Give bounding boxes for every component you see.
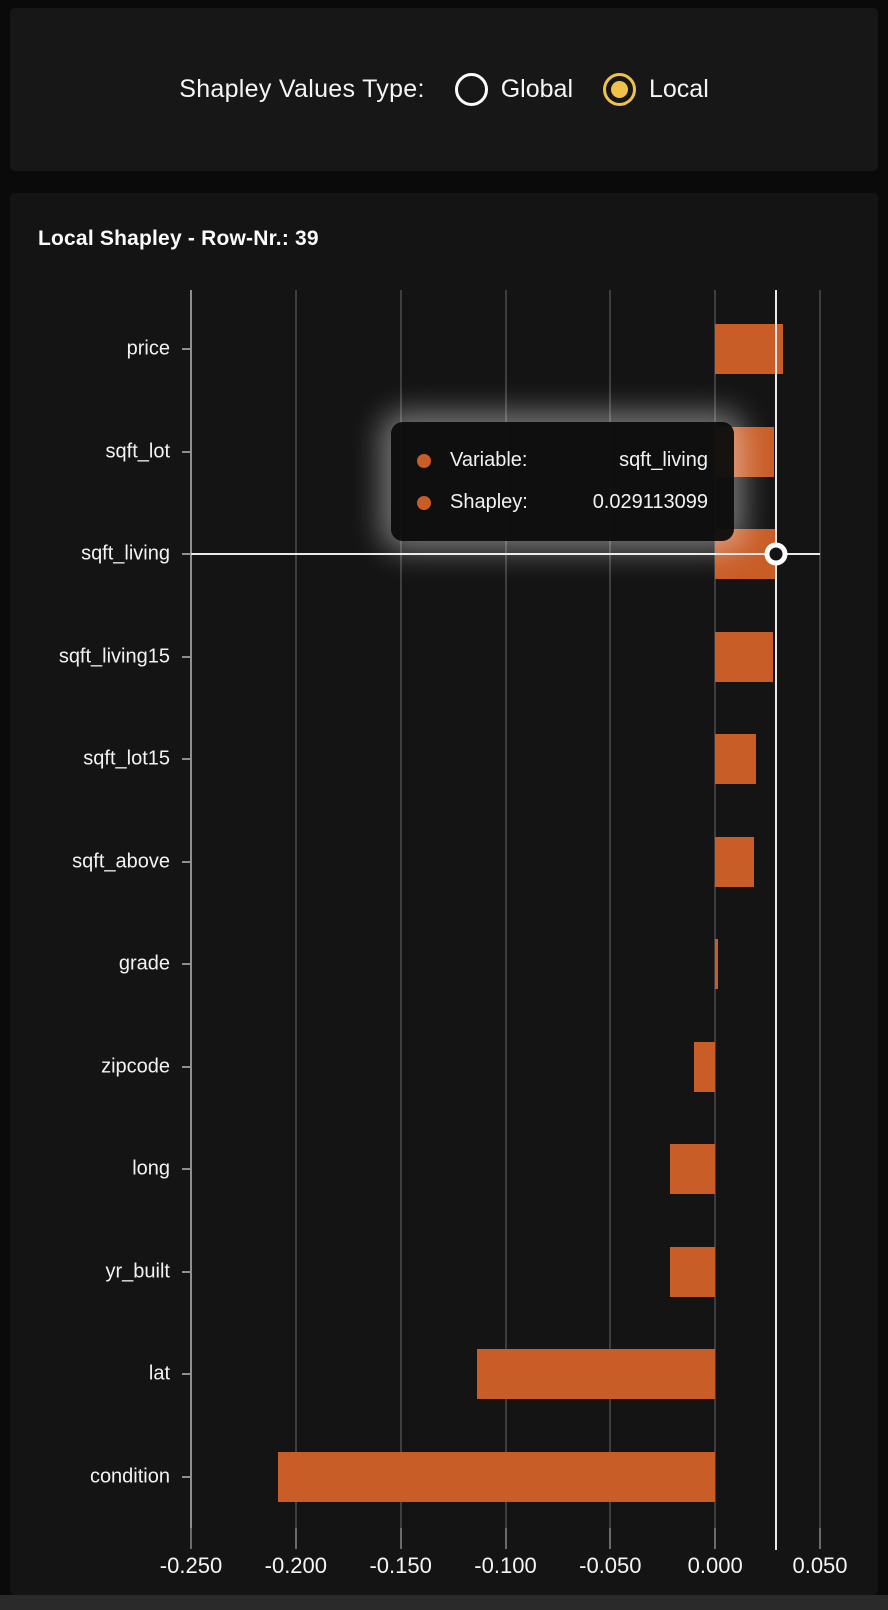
x-axis-tick-label: -0.100	[474, 1553, 537, 1578]
x-axis-tick	[504, 1528, 507, 1549]
x-axis-tick-label: -0.150	[369, 1553, 432, 1578]
tooltip-bullet-icon	[417, 495, 431, 510]
y-axis-tick	[182, 655, 190, 658]
x-axis-tick-label: 0.050	[792, 1553, 848, 1578]
radio-global-icon[interactable]	[454, 73, 488, 106]
bar-sqft_above[interactable]	[715, 836, 755, 887]
x-gridline	[504, 290, 507, 1528]
radio-local-icon[interactable]	[603, 73, 636, 106]
hover-point-marker	[764, 542, 788, 566]
bar-lat[interactable]	[476, 1349, 716, 1399]
x-gridline	[294, 290, 297, 1528]
y-axis-label-sqft_above: sqft_above	[72, 850, 170, 872]
y-axis-label-lat: lat	[148, 1362, 170, 1385]
x-axis-tick-label: -0.050	[579, 1553, 642, 1578]
bar-condition[interactable]	[278, 1451, 716, 1502]
tooltip-variable-label: Variable:	[450, 449, 528, 471]
local-shapley-chart-panel: Local Shapley - Row-Nr.: 39 -0.250 -0.200…	[10, 193, 878, 1595]
y-axis-tick	[182, 1373, 190, 1375]
y-axis-tick	[182, 1065, 190, 1068]
y-axis-label-price: price	[126, 337, 170, 360]
y-axis-tick	[182, 758, 190, 760]
x-axis-tick	[609, 1528, 612, 1549]
x-axis-tick-label: 0.000	[687, 1553, 743, 1578]
y-axis-tick	[182, 348, 190, 350]
chart-title: Local Shapley - Row-Nr.: 39	[38, 227, 319, 250]
x-axis-tick	[294, 1528, 297, 1549]
x-gridline	[714, 290, 717, 1528]
tooltip-variable-value: sqft_living	[619, 449, 708, 471]
shapley-type-label: Shapley Values Type:	[179, 75, 425, 103]
y-axis-tick	[182, 1475, 190, 1478]
y-axis-tick	[182, 963, 190, 965]
x-gridline	[819, 290, 821, 1528]
y-axis-tick	[182, 860, 190, 863]
y-axis-label-zipcode: zipcode	[101, 1055, 170, 1077]
y-axis-label-sqft_living15: sqft_living15	[58, 645, 170, 667]
radio-option-local[interactable]: Local	[603, 73, 709, 106]
tooltip-shapley-value: 0.029113099	[592, 491, 708, 513]
y-axis-label-long: long	[132, 1157, 170, 1180]
y-axis-label-condition: condition	[89, 1465, 170, 1487]
shapley-bar-chart: -0.250 -0.200 -0.150 -0.100 -0.050 0.000 0.050…	[10, 193, 878, 1595]
y-axis-label-sqft_living: sqft_living	[81, 542, 170, 565]
bar-yr_built[interactable]	[670, 1246, 716, 1297]
bar-long[interactable]	[670, 1144, 716, 1194]
radio-option-global[interactable]: Global	[454, 73, 573, 106]
bar-sqft_lot15[interactable]	[715, 734, 757, 784]
bar-zipcode[interactable]	[693, 1041, 716, 1092]
tooltip: Variable: sqft_living Shapley: 0.0291130…	[391, 422, 734, 541]
radio-local-label: Local	[649, 75, 709, 103]
x-axis-tick	[714, 1528, 717, 1549]
radio-local-dot-icon	[611, 81, 628, 98]
y-axis-line	[190, 290, 192, 1528]
x-axis-tick	[190, 1528, 192, 1549]
x-axis-tick-label: -0.200	[264, 1553, 328, 1578]
y-axis-label-yr_built: yr_built	[105, 1260, 170, 1282]
tooltip-row-variable: Variable: sqft_living	[417, 449, 708, 472]
x-gridline	[399, 290, 402, 1528]
tooltip-row-shapley: Shapley: 0.029113099	[417, 491, 708, 514]
x-axis-tick	[399, 1528, 402, 1549]
x-axis-tick	[819, 1528, 821, 1549]
y-axis-tick	[182, 1270, 190, 1273]
crosshair-vertical-line	[775, 290, 778, 1550]
radio-global-label: Global	[500, 75, 573, 103]
y-axis-label-grade: grade	[118, 952, 170, 975]
x-gridline	[609, 290, 612, 1528]
y-axis-tick	[182, 553, 190, 555]
crosshair-horizontal-line	[191, 553, 820, 555]
x-axis-tick-label: -0.250	[159, 1553, 223, 1578]
y-axis-label-sqft_lot: sqft_lot	[105, 440, 170, 462]
bar-sqft_living15[interactable]	[715, 631, 773, 682]
y-axis-label-sqft_lot15: sqft_lot15	[83, 747, 170, 770]
y-axis-tick	[182, 1168, 190, 1170]
y-axis-tick	[182, 450, 190, 453]
page-footer-strip	[0, 1595, 888, 1610]
bar-price[interactable]	[715, 324, 783, 374]
tooltip-shapley-label: Shapley:	[450, 491, 528, 513]
bar-grade[interactable]	[715, 939, 719, 989]
tooltip-bullet-icon	[417, 453, 431, 468]
shapley-type-panel: Shapley Values Type: Global Local	[10, 8, 878, 171]
